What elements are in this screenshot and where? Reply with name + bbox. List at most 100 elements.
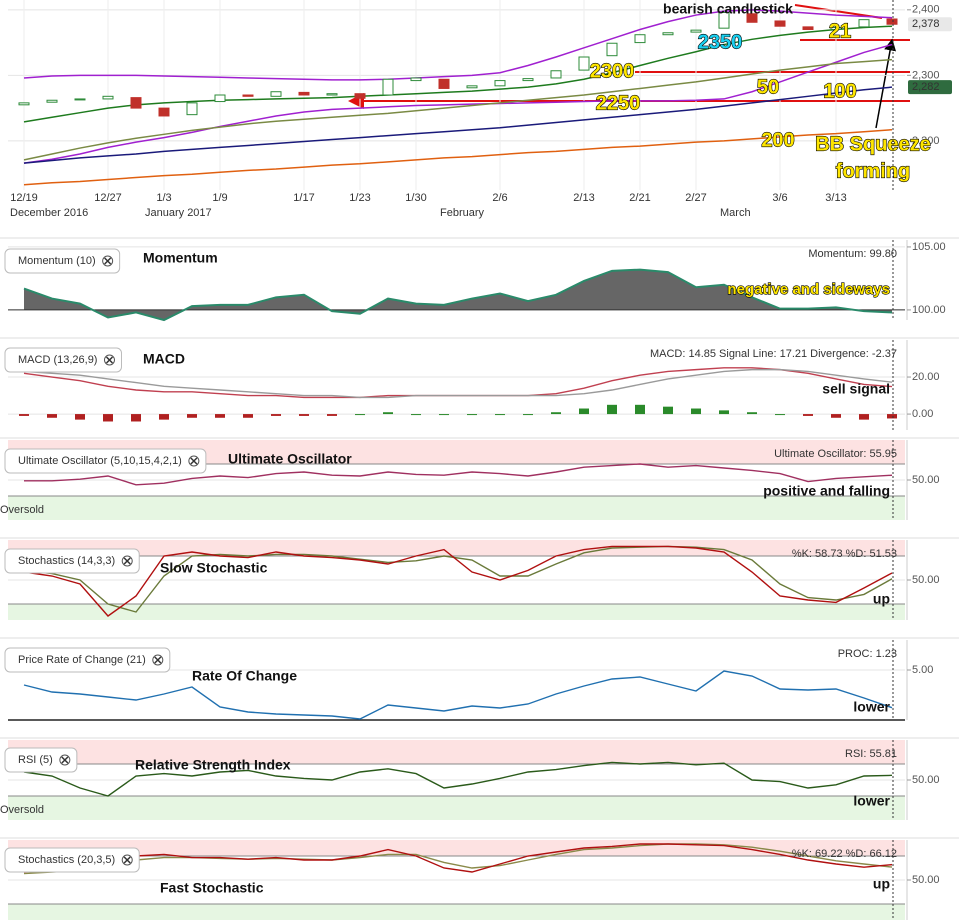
histogram-bar [831, 414, 841, 418]
histogram-bar [75, 414, 85, 420]
legend-frame [4, 347, 122, 373]
histogram-bar [159, 414, 169, 420]
overlay-line [23, 58, 893, 161]
legend-label: Stochastics (14,3,3) [18, 555, 115, 567]
annotation: bearish candlestick [663, 1, 793, 17]
x-tick-label: 2/6 [492, 192, 507, 204]
histogram-bar [355, 414, 365, 416]
histogram-bar [215, 414, 225, 418]
readout: %K: 69.22 %D: 66.12 [792, 848, 897, 860]
histogram-bar [299, 414, 309, 416]
legend-frame [4, 647, 171, 673]
candle-body [690, 29, 702, 33]
comment: up [873, 591, 890, 607]
candle-body [354, 93, 366, 99]
overlay-line [23, 9, 893, 81]
histogram-bar [243, 414, 253, 418]
y-tick-label: 5.00 [912, 664, 933, 676]
y-tick-label: 105.00 [912, 241, 946, 253]
panel-title: Relative Strength Index [135, 757, 291, 773]
candle-body [466, 85, 478, 89]
month-label: January 2017 [145, 207, 212, 219]
price-tag-label: 2,282 [912, 81, 940, 93]
candle-body [102, 95, 114, 100]
histogram-bar [663, 406, 673, 415]
x-tick-label: 1/23 [349, 192, 370, 204]
x-tick-label: 3/6 [772, 192, 787, 204]
x-tick-label: 1/30 [405, 192, 426, 204]
y-tick-label: 50.00 [912, 574, 940, 586]
y-tick-label: 50.00 [912, 774, 940, 786]
candle-body [410, 77, 422, 82]
histogram-bar [439, 414, 449, 416]
legend-frame [4, 548, 140, 574]
series-line [23, 545, 893, 613]
histogram-bar [523, 414, 533, 416]
x-tick-label: 2/27 [685, 192, 706, 204]
x-tick-label: 2/21 [629, 192, 650, 204]
candle-body [886, 18, 898, 25]
close-icon-x [105, 356, 114, 364]
histogram-bar [19, 414, 29, 416]
close-icon-x [123, 856, 131, 864]
comment: up [873, 876, 890, 892]
readout: PROC: 1.23 [838, 648, 897, 660]
candle-body [522, 78, 534, 82]
readout: MACD: 14.85 Signal Line: 17.21 Divergenc… [650, 348, 897, 360]
annotation: 2250 [596, 92, 641, 114]
oversold-band [8, 496, 905, 520]
price-tag-label: 2,378 [912, 18, 940, 30]
candle-body [858, 19, 870, 28]
histogram-bar [47, 414, 57, 418]
legend-box: RSI (5) [4, 747, 78, 773]
histogram-bar [495, 414, 505, 416]
overlay-line [23, 86, 893, 164]
readout: %K: 58.73 %D: 51.53 [792, 548, 897, 560]
price-tag [908, 17, 952, 32]
month-label: February [440, 207, 485, 219]
comment: negative and sideways [727, 281, 890, 298]
histogram-bar [551, 412, 561, 415]
candle-body [830, 27, 842, 30]
y-tick-label: 2,300 [912, 69, 940, 81]
panel-title: Rate Of Change [192, 668, 297, 684]
comment: sell signal [822, 381, 890, 397]
candle-body [46, 99, 58, 103]
annotation: forming [836, 160, 910, 182]
y-tick-label: 2,200 [912, 135, 940, 147]
histogram-bar [327, 414, 337, 416]
y-tick-label: 2,400 [912, 4, 940, 16]
candle-body [578, 56, 590, 71]
band-label: Oversold [0, 504, 44, 516]
candle-body [774, 20, 786, 27]
candle-body [550, 70, 562, 79]
annotation: 2300 [590, 60, 635, 82]
x-tick-label: 1/9 [212, 192, 227, 204]
candle-body [298, 91, 310, 96]
annotation-arrow [875, 38, 897, 129]
overlay-line [23, 128, 893, 186]
x-tick-label: 2/13 [573, 192, 594, 204]
candle-body [662, 32, 674, 36]
histogram-bar [579, 408, 589, 415]
oversold-band [8, 604, 905, 620]
readout: Momentum: 99.80 [808, 248, 897, 260]
annotation: 2350 [698, 31, 743, 53]
annotation: 200 [761, 129, 794, 151]
oversold-band [8, 904, 905, 920]
histogram-bar [803, 414, 813, 416]
candle-body [130, 97, 142, 109]
histogram-bar [635, 404, 645, 415]
legend-frame [4, 248, 121, 274]
x-tick-label: 1/3 [156, 192, 171, 204]
overbought-band [8, 540, 905, 556]
series-line [23, 843, 893, 875]
y-tick-label: 50.00 [912, 874, 940, 886]
close-icon-x [61, 756, 69, 764]
price-tag [908, 80, 952, 95]
readout: Ultimate Oscillator: 55.95 [774, 448, 897, 460]
overlay-line [23, 43, 893, 164]
panel-title: Fast Stochastic [160, 880, 264, 896]
histogram-bar [747, 412, 757, 415]
